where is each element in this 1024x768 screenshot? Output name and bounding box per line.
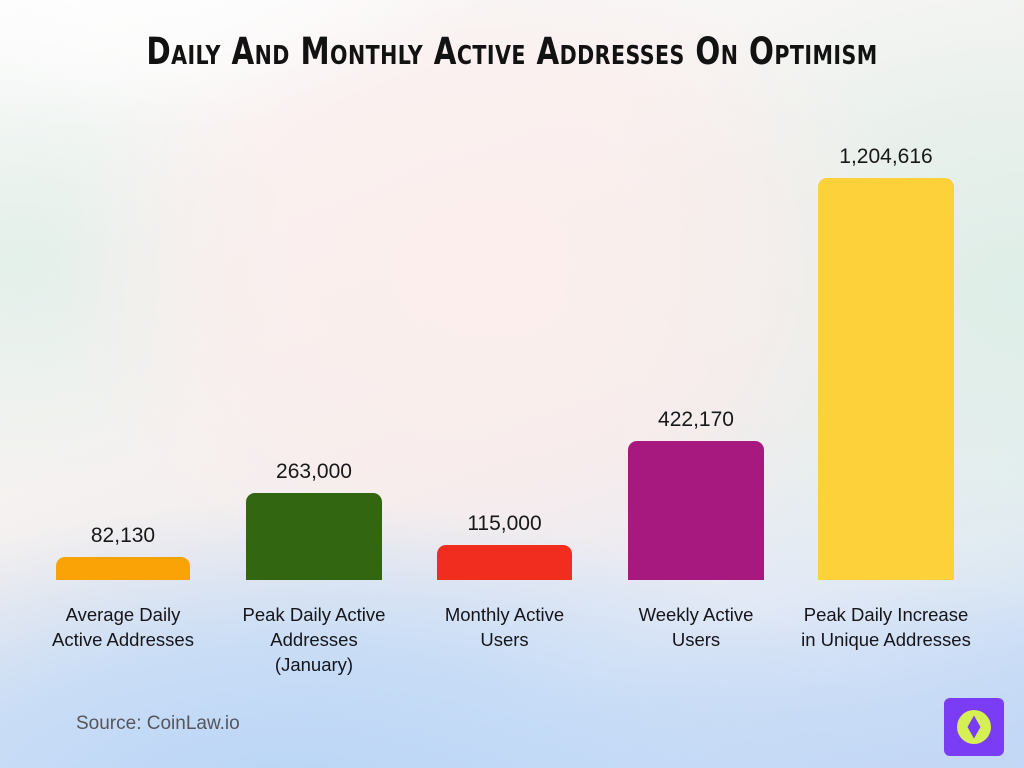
- bar-category-label-line: in Unique Addresses: [801, 629, 971, 650]
- bar-category-label-line: Peak Daily Increase: [803, 604, 969, 625]
- chart-title: Daily And Monthly Active Addresses On Op…: [146, 30, 878, 73]
- bar-category-label-line: Peak Daily Active: [242, 604, 386, 625]
- bar-category-label: Monthly Active Users: [395, 602, 614, 652]
- bar[interactable]: [437, 545, 572, 580]
- bar[interactable]: [628, 441, 764, 580]
- bar-value-label: 422,170: [658, 408, 734, 431]
- bar[interactable]: [56, 557, 190, 580]
- bar-group: 263,000: [246, 460, 382, 580]
- bar-category-label-line: (January): [274, 654, 354, 675]
- bar-category-label: Peak Daily Active Addresses (January): [204, 602, 424, 677]
- bar-value-label: 1,204,616: [839, 145, 933, 168]
- coinlaw-compass-logo: [944, 698, 1004, 756]
- source-credit: Source: CoinLaw.io: [76, 713, 240, 734]
- bar-category-label-line: Users: [480, 629, 529, 650]
- bar-group: 82,130: [56, 524, 190, 580]
- bar-value-label: 263,000: [276, 460, 352, 483]
- bar-category-label-line: Average Daily: [65, 604, 181, 625]
- bar-category-label-line: Users: [671, 629, 721, 650]
- bar-category-label-line: Weekly Active: [638, 604, 754, 625]
- bar-category-label-line: Active Addresses: [52, 629, 194, 650]
- bar-value-label: 115,000: [467, 512, 542, 535]
- bar-category-label-line: Addresses: [270, 629, 358, 650]
- bar[interactable]: [818, 178, 954, 580]
- bar-category-label-line: Monthly Active: [444, 604, 565, 625]
- bar-category-label: Average Daily Active Addresses: [14, 602, 232, 652]
- bar-group: 1,204,616: [818, 145, 954, 580]
- bar-group: 422,170: [628, 408, 764, 580]
- bar-value-label: 82,130: [90, 524, 156, 547]
- bar-group: 115,000: [437, 512, 572, 580]
- bar-category-label: Peak Daily Increase in Unique Addresses: [776, 602, 996, 652]
- bar-category-label: Weekly Active Users: [586, 602, 806, 652]
- bar[interactable]: [246, 493, 382, 580]
